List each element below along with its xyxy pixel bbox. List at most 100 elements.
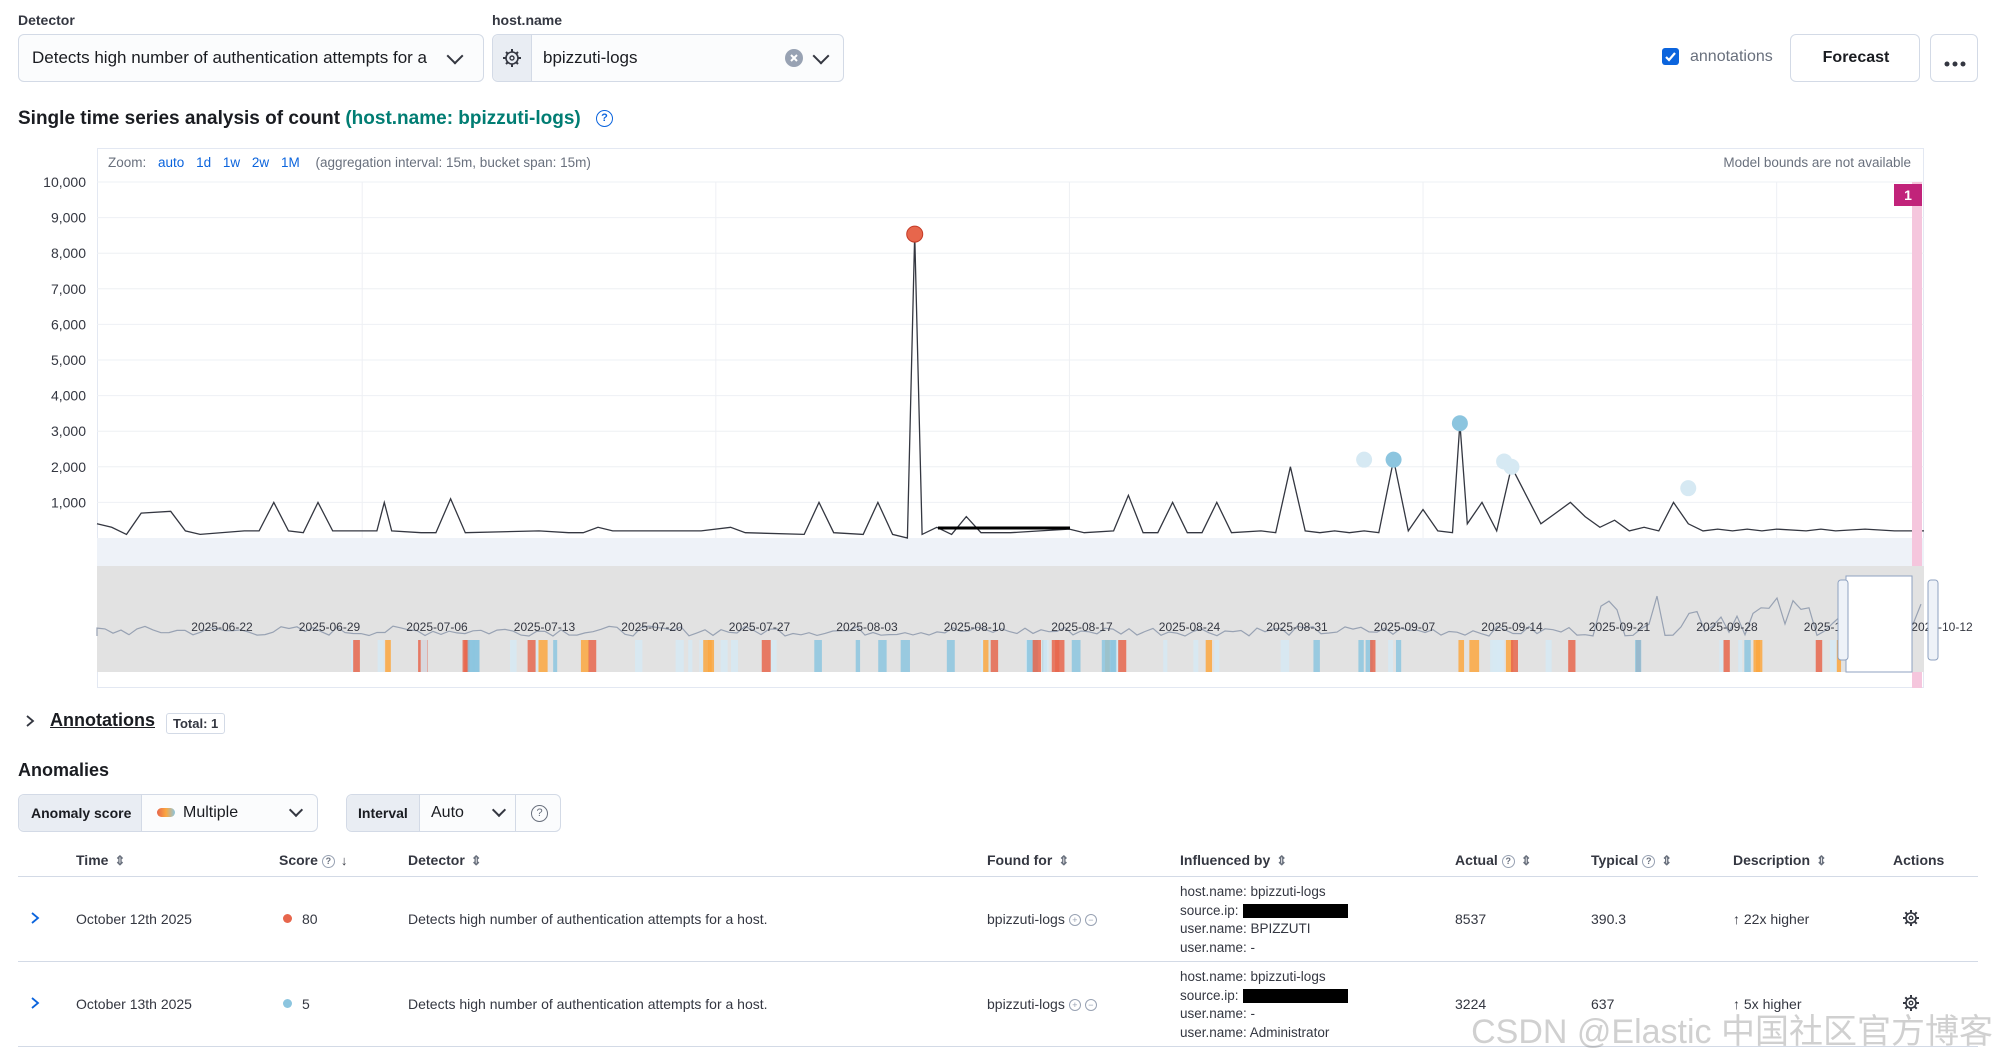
brush-handle-right[interactable] bbox=[1927, 579, 1939, 661]
anomaly-score-value: Multiple bbox=[183, 804, 239, 821]
context-tick-label: 2025-08-03 bbox=[836, 620, 898, 634]
column-header-detector[interactable]: Detector ⇕ bbox=[408, 852, 482, 868]
ellipsis-icon bbox=[1943, 55, 1967, 73]
help-icon[interactable]: ? bbox=[531, 805, 548, 822]
row-typical: 390.3 bbox=[1591, 911, 1627, 927]
annotations-total-badge: Total: 1 bbox=[166, 713, 226, 734]
anomaly-score-select[interactable]: Anomaly score Multiple bbox=[18, 794, 318, 832]
anomaly-marker[interactable] bbox=[1385, 451, 1402, 468]
series-line bbox=[96, 234, 1924, 539]
gear-icon[interactable] bbox=[1902, 909, 1920, 932]
annotations-checkbox[interactable] bbox=[1662, 48, 1679, 65]
anomaly-marker[interactable] bbox=[1356, 451, 1373, 468]
time-series-chart[interactable]: 10,000 9,000 8,000 7,000 6,000 5,000 4,000 3,00… bbox=[0, 0, 1999, 700]
context-severity-bar bbox=[709, 640, 715, 672]
context-tick-label: 2025-09-14 bbox=[1481, 620, 1543, 634]
context-severity-bar bbox=[1458, 640, 1465, 672]
context-severity-bar bbox=[1568, 640, 1576, 672]
y-tick-label: 5,000 bbox=[51, 352, 86, 368]
column-header-description[interactable]: Description ⇕ bbox=[1733, 852, 1827, 868]
arrow-up-icon: ↑ bbox=[1733, 911, 1740, 927]
row-actual: 3224 bbox=[1455, 996, 1487, 1012]
context-severity-bar bbox=[1358, 640, 1364, 672]
y-tick-label: 7,000 bbox=[51, 281, 86, 297]
anomaly-marker[interactable] bbox=[906, 225, 924, 243]
filter-minus-icon[interactable]: − bbox=[1084, 999, 1097, 1012]
annotations-expand-icon[interactable] bbox=[24, 714, 36, 733]
context-severity-bar bbox=[580, 640, 590, 672]
page-title: Single time series analysis of count (ho… bbox=[18, 108, 613, 130]
zoom-label: Zoom: bbox=[108, 155, 147, 170]
column-header-found-for[interactable]: Found for ⇕ bbox=[987, 852, 1070, 868]
filter-plus-icon[interactable]: + bbox=[1068, 999, 1081, 1012]
zoom-auto[interactable]: auto bbox=[158, 155, 185, 170]
annotations-title[interactable]: Annotations bbox=[50, 710, 155, 730]
context-severity-bar bbox=[474, 640, 480, 672]
column-header-actions: Actions bbox=[1893, 852, 1945, 868]
context-brush[interactable] bbox=[1845, 575, 1913, 673]
brush-handle-left[interactable] bbox=[1837, 579, 1849, 661]
interval-select[interactable]: Interval Auto ? bbox=[346, 794, 561, 832]
zoom-bar: Zoom: auto 1d 1w 2w 1M (aggregation inte… bbox=[108, 155, 591, 170]
forecast-button[interactable]: Forecast bbox=[1790, 34, 1920, 82]
row-expand-icon[interactable] bbox=[30, 911, 40, 930]
context-severity-bar bbox=[770, 640, 777, 672]
context-severity-bar bbox=[510, 640, 517, 672]
context-tick-label: 2025-08-10 bbox=[944, 620, 1006, 634]
filter-plus-icon[interactable]: + bbox=[1068, 914, 1081, 927]
anomaly-marker[interactable] bbox=[1451, 415, 1468, 432]
column-header-score[interactable]: Score? ↓ bbox=[279, 852, 348, 868]
column-header-actual[interactable]: Actual? ⇕ bbox=[1455, 852, 1532, 868]
context-tick-label: 2025-10-12 bbox=[1911, 620, 1973, 634]
context-severity-bar bbox=[1214, 640, 1220, 672]
context-severity-bar bbox=[720, 640, 728, 672]
context-severity-bar bbox=[538, 640, 548, 672]
context-severity-bar bbox=[1496, 640, 1505, 672]
host-combobox[interactable]: bpizzuti-logs bbox=[492, 34, 844, 82]
annotations-toggle-label[interactable]: annotations bbox=[1690, 48, 1773, 65]
context-tick-label: 2025-07-20 bbox=[621, 620, 683, 634]
more-actions-button[interactable] bbox=[1930, 34, 1978, 82]
context-severity-bar bbox=[1510, 640, 1518, 672]
row-expand-icon[interactable] bbox=[30, 996, 40, 1015]
y-tick-label: 9,000 bbox=[51, 210, 86, 226]
gear-icon[interactable] bbox=[493, 35, 532, 81]
row-description: ↑ 22x higher bbox=[1733, 911, 1810, 927]
column-header-influenced-by[interactable]: Influenced by ⇕ bbox=[1180, 852, 1288, 868]
row-detector: Detects high number of authentication at… bbox=[408, 996, 768, 1012]
filter-minus-icon[interactable]: − bbox=[1084, 914, 1097, 927]
anomaly-marker[interactable] bbox=[1503, 458, 1520, 475]
column-header-typical[interactable]: Typical? ⇕ bbox=[1591, 852, 1673, 868]
gear-icon[interactable] bbox=[1902, 994, 1920, 1017]
anomalies-title: Anomalies bbox=[18, 760, 110, 780]
context-severity-bar bbox=[688, 640, 693, 672]
detector-select[interactable]: Detects high number of authentication at… bbox=[18, 34, 484, 82]
table-row bbox=[18, 962, 1978, 1047]
help-icon[interactable]: ? bbox=[596, 110, 613, 128]
context-tick-label: 2025-09-28 bbox=[1696, 620, 1758, 634]
context-severity-bar bbox=[1388, 640, 1394, 672]
context-line bbox=[96, 595, 1922, 637]
zoom-1w[interactable]: 1w bbox=[222, 155, 241, 170]
column-header-time[interactable]: Time ⇕ bbox=[76, 852, 126, 868]
severity-swatch-icon bbox=[157, 808, 175, 817]
context-severity-bar bbox=[1107, 640, 1116, 672]
row-influencers: host.name: bpizzuti-logs source.ip: user… bbox=[1180, 883, 1348, 957]
zoom-2w[interactable]: 2w bbox=[251, 155, 270, 170]
zoom-1d[interactable]: 1d bbox=[196, 155, 212, 170]
zoom-1m[interactable]: 1M bbox=[280, 155, 300, 170]
y-tick-label: 1,000 bbox=[51, 494, 86, 510]
context-severity-bar bbox=[1365, 640, 1373, 672]
annotation-band[interactable] bbox=[1912, 182, 1922, 688]
redaction bbox=[1242, 903, 1348, 918]
anomaly-marker[interactable] bbox=[1680, 480, 1697, 497]
annotation-badge[interactable] bbox=[1894, 184, 1922, 206]
context-severity-bar bbox=[1635, 640, 1642, 672]
context-tick-label: 2025-06-29 bbox=[299, 620, 361, 634]
host-value: bpizzuti-logs bbox=[543, 48, 638, 67]
context-severity-bar bbox=[878, 640, 887, 672]
table-header-divider bbox=[18, 876, 1978, 877]
context-severity-bar bbox=[1113, 640, 1123, 672]
clear-icon[interactable] bbox=[785, 49, 803, 67]
row-time: October 12th 2025 bbox=[76, 911, 192, 927]
